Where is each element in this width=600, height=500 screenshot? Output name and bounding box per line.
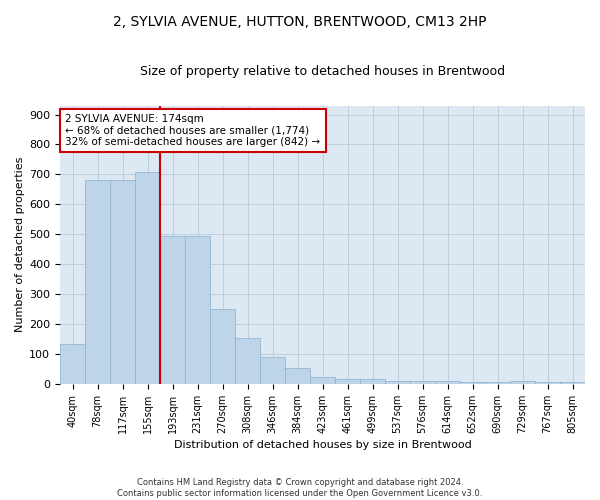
Bar	[85, 180, 110, 384]
Bar	[60, 344, 85, 384]
Bar	[135, 172, 160, 384]
Text: 2 SYLVIA AVENUE: 174sqm
← 68% of detached houses are smaller (1,774)
32% of semi: 2 SYLVIA AVENUE: 174sqm ← 68% of detache…	[65, 114, 320, 147]
Bar	[360, 378, 385, 384]
Bar	[285, 368, 310, 384]
Bar	[335, 378, 360, 384]
Text: Contains HM Land Registry data © Crown copyright and database right 2024.
Contai: Contains HM Land Registry data © Crown c…	[118, 478, 482, 498]
Bar	[160, 236, 185, 384]
Bar	[210, 308, 235, 384]
Bar	[310, 378, 335, 384]
Bar	[260, 357, 285, 384]
Bar	[435, 381, 460, 384]
Bar	[535, 382, 560, 384]
Bar	[460, 382, 485, 384]
Y-axis label: Number of detached properties: Number of detached properties	[15, 157, 25, 332]
Bar	[385, 381, 410, 384]
Bar	[560, 382, 585, 384]
X-axis label: Distribution of detached houses by size in Brentwood: Distribution of detached houses by size …	[173, 440, 472, 450]
Bar	[235, 338, 260, 384]
Bar	[510, 381, 535, 384]
Title: Size of property relative to detached houses in Brentwood: Size of property relative to detached ho…	[140, 65, 505, 78]
Bar	[410, 381, 435, 384]
Bar	[485, 382, 510, 384]
Bar	[185, 236, 210, 384]
Bar	[110, 180, 135, 384]
Text: 2, SYLVIA AVENUE, HUTTON, BRENTWOOD, CM13 2HP: 2, SYLVIA AVENUE, HUTTON, BRENTWOOD, CM1…	[113, 15, 487, 29]
